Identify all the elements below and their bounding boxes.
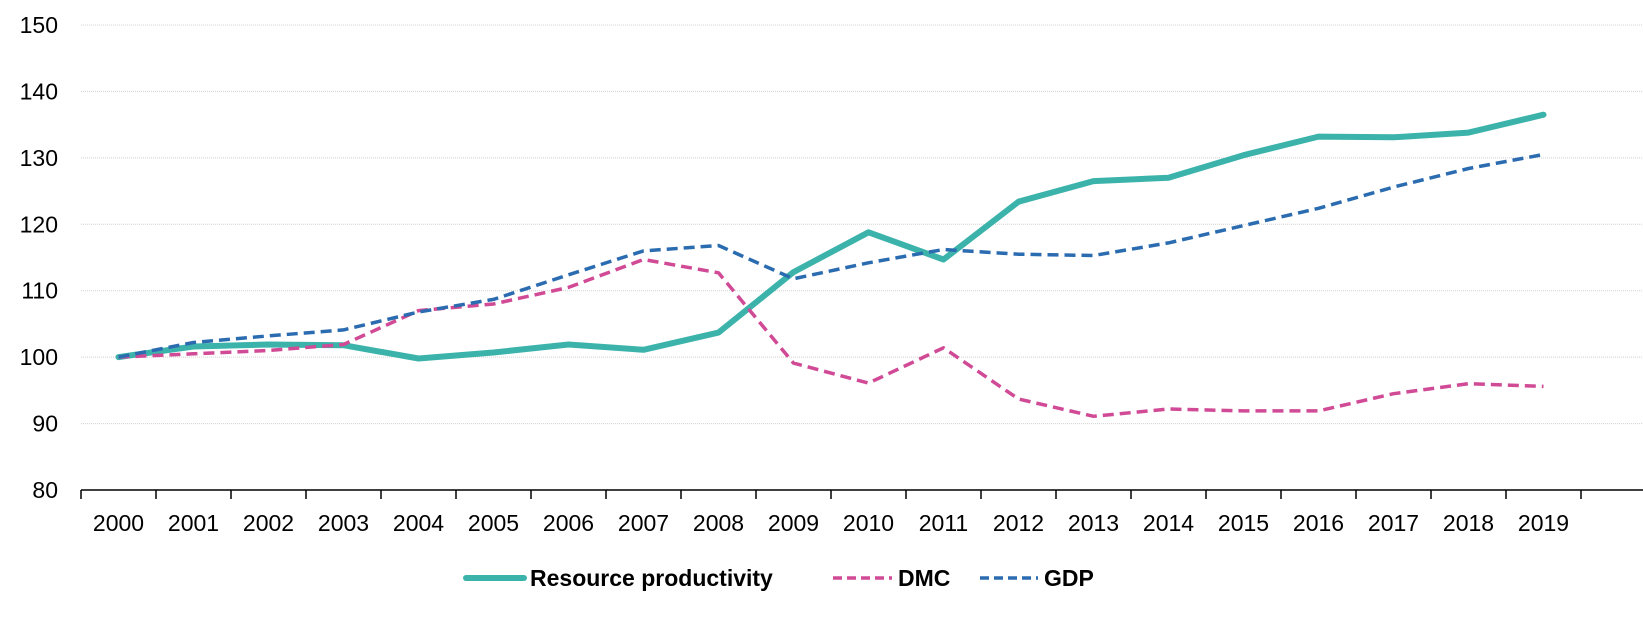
x-tick-label: 2003 <box>318 510 369 536</box>
y-tick-label: 90 <box>32 411 58 437</box>
series-lines <box>118 115 1543 417</box>
x-tick-label: 2005 <box>468 510 519 536</box>
y-tick-label: 100 <box>20 344 58 370</box>
y-tick-label: 130 <box>20 145 58 171</box>
x-tick-label: 2001 <box>168 510 219 536</box>
y-tick-label: 110 <box>21 278 58 304</box>
x-tick-label: 2017 <box>1368 510 1419 536</box>
x-tick-label: 2011 <box>919 510 968 536</box>
legend: Resource productivity DMC GDP <box>466 565 1094 591</box>
x-tick-label: 2018 <box>1443 510 1494 536</box>
x-tick-label: 2015 <box>1218 510 1269 536</box>
x-tick-label: 2007 <box>618 510 669 536</box>
x-tick-label: 2002 <box>243 510 294 536</box>
y-tick-label: 80 <box>32 477 58 503</box>
series-line-gdp <box>119 155 1544 358</box>
x-tick-label: 2016 <box>1293 510 1344 536</box>
x-tick-label: 2014 <box>1143 510 1194 536</box>
x-tick-label: 2008 <box>693 510 744 536</box>
y-tick-label: 150 <box>20 12 58 38</box>
legend-label: Resource productivity <box>530 565 773 591</box>
x-tick-label: 2012 <box>993 510 1044 536</box>
axes: 80 90 100 110 120 130 140 150 2000 2001 2002 2003 20… <box>20 12 1643 536</box>
legend-label: DMC <box>898 565 950 591</box>
series-line-resource-productivity <box>119 115 1544 359</box>
x-tick-label: 2004 <box>393 510 444 536</box>
y-tick-label: 140 <box>20 78 58 104</box>
y-tick-label: 120 <box>20 211 58 237</box>
x-tick-label: 2010 <box>843 510 894 536</box>
x-tick-label: 2000 <box>93 510 144 536</box>
x-tick-label: 2013 <box>1068 510 1119 536</box>
legend-label: GDP <box>1044 565 1094 591</box>
x-tick-label: 2009 <box>768 510 819 536</box>
series-line-dmc <box>119 260 1544 417</box>
gridlines <box>81 25 1643 424</box>
x-tick-label: 2019 <box>1518 510 1569 536</box>
x-tick-label: 2006 <box>543 510 594 536</box>
